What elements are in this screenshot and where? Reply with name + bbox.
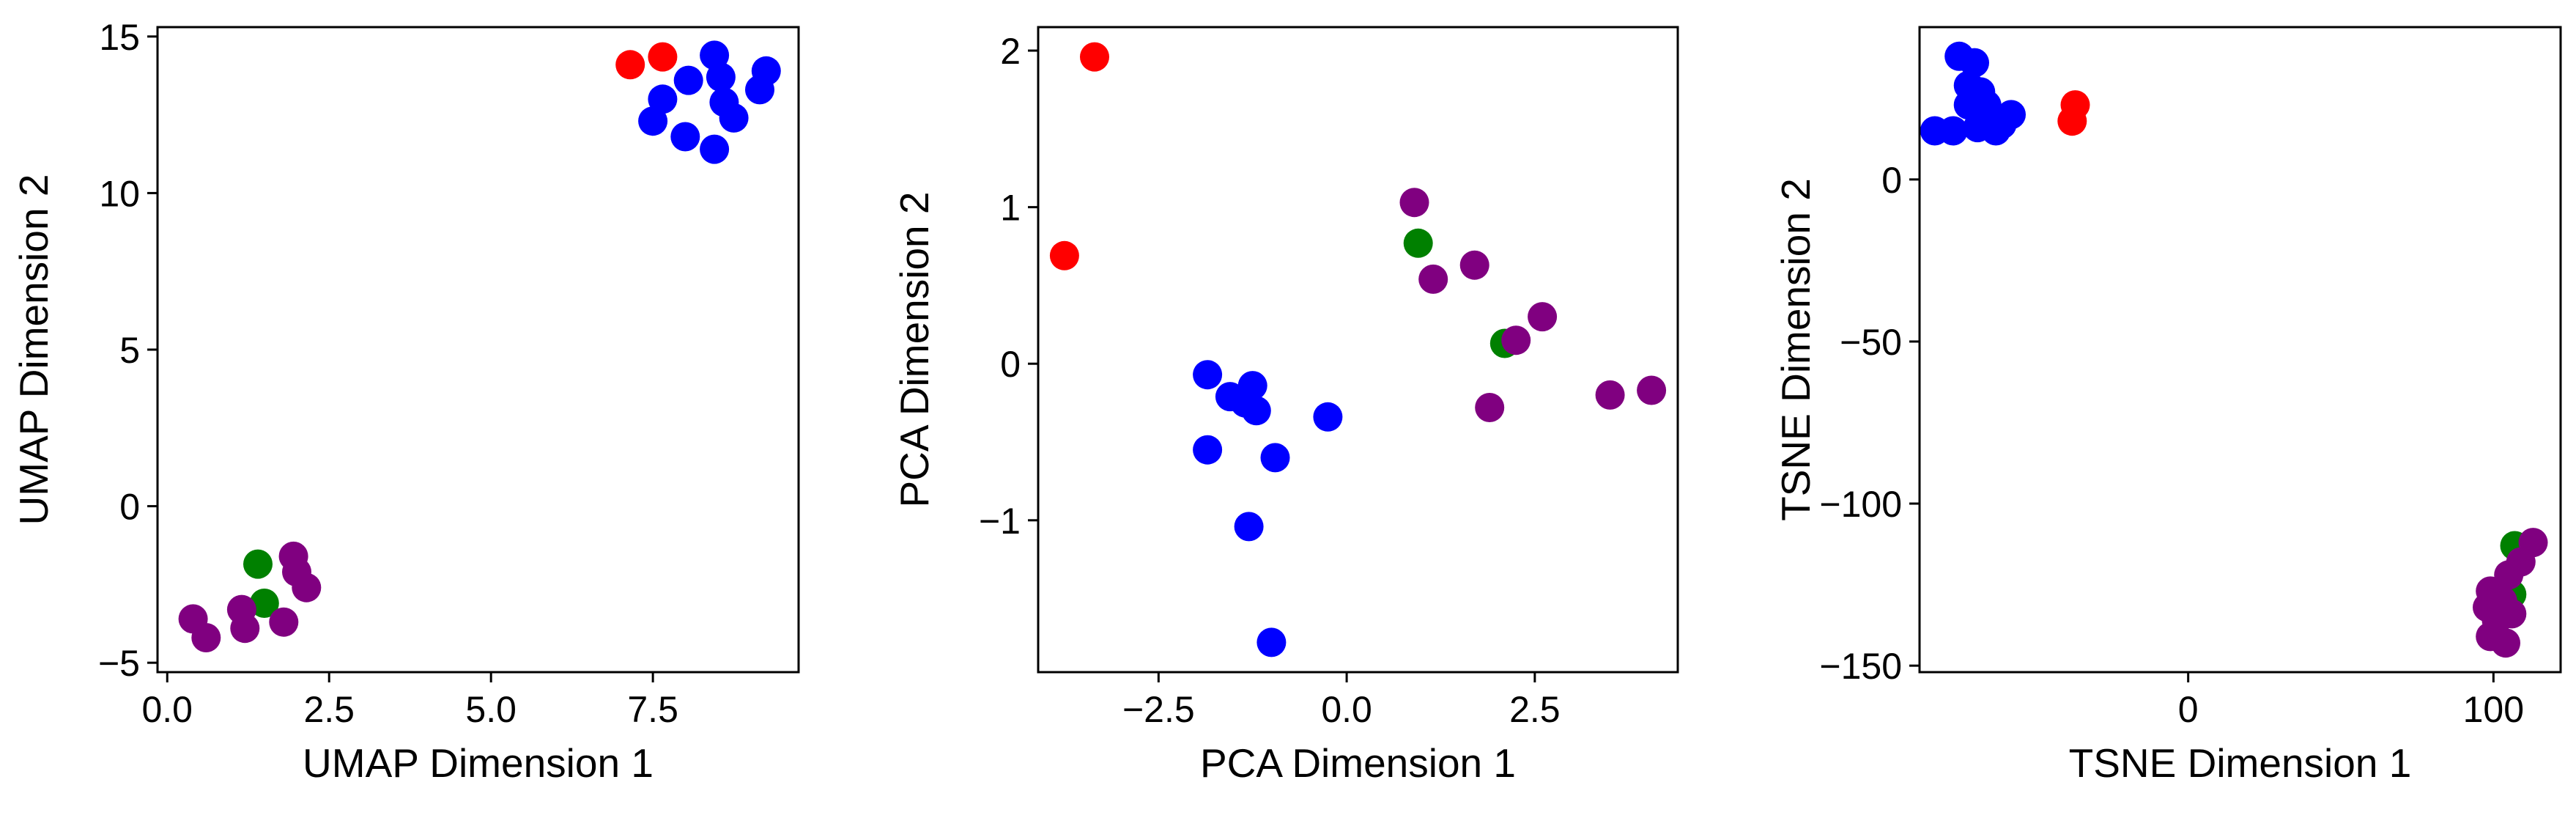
data-point bbox=[1313, 402, 1343, 432]
y-tick-label: −50 bbox=[1840, 322, 1902, 363]
y-axis-label: TSNE Dimension 2 bbox=[1773, 178, 1818, 521]
x-tick-label: 5.0 bbox=[465, 689, 517, 730]
data-point bbox=[706, 62, 736, 92]
y-tick-label: 0 bbox=[1881, 160, 1902, 201]
plot-frame bbox=[1037, 26, 1679, 674]
x-tick-label: 100 bbox=[2463, 689, 2524, 730]
data-point bbox=[1595, 380, 1625, 410]
data-point bbox=[1193, 360, 1223, 390]
data-point bbox=[1960, 48, 1989, 78]
x-tick-label: 0.0 bbox=[141, 689, 193, 730]
y-tick-label: 0 bbox=[119, 487, 140, 528]
chart-panel-1: 0.0 2.5 5.0 7.5 −5 0 5 10 15 UMAP Dimension 1 UMAP… bbox=[11, 17, 800, 786]
data-point bbox=[638, 106, 668, 136]
data-point bbox=[1080, 42, 1109, 72]
data-point bbox=[1501, 325, 1531, 355]
data-point bbox=[1260, 443, 1290, 473]
data-point bbox=[719, 103, 749, 133]
data-point bbox=[648, 42, 678, 72]
data-point bbox=[700, 134, 730, 164]
y-tick-label: −150 bbox=[1819, 646, 1902, 687]
data-point bbox=[1459, 250, 1489, 280]
x-tick-label: 2.5 bbox=[1509, 689, 1561, 730]
data-point bbox=[269, 607, 299, 637]
data-point bbox=[292, 572, 322, 603]
chart-panel-2: −2.5 0.0 2.5 −1 0 1 2 PCA Dimension 1 PCA Dimens… bbox=[892, 26, 1679, 786]
data-point bbox=[2057, 106, 2087, 136]
data-point bbox=[1193, 435, 1223, 465]
data-point bbox=[1475, 393, 1505, 422]
data-point bbox=[1418, 264, 1448, 294]
x-tick-label: 0 bbox=[2178, 689, 2199, 730]
data-point bbox=[191, 623, 221, 652]
y-tick-label: −100 bbox=[1819, 484, 1902, 525]
x-axis-label: PCA Dimension 1 bbox=[1200, 740, 1516, 786]
data-point bbox=[1981, 116, 2011, 146]
data-point bbox=[670, 122, 700, 152]
data-point bbox=[648, 84, 678, 114]
data-point bbox=[249, 589, 279, 618]
y-tick-label: −1 bbox=[979, 501, 1021, 542]
data-point bbox=[673, 65, 703, 95]
chart-panel-3: 0 100 −150 −100 −50 0 TSNE Dimension 1 TSNE Dim… bbox=[1773, 26, 2562, 786]
y-tick-label: 15 bbox=[99, 17, 140, 58]
y-tick-label: 5 bbox=[119, 330, 140, 371]
x-axis-label: TSNE Dimension 1 bbox=[2069, 740, 2412, 786]
x-tick-label: −2.5 bbox=[1122, 689, 1195, 730]
y-axis-label: PCA Dimension 2 bbox=[892, 191, 937, 507]
data-point bbox=[745, 75, 774, 105]
data-point bbox=[1241, 396, 1271, 426]
x-axis-label: UMAP Dimension 1 bbox=[303, 740, 654, 786]
data-point bbox=[1403, 228, 1433, 258]
x-tick-label: 2.5 bbox=[303, 689, 355, 730]
data-point bbox=[1049, 240, 1079, 270]
data-point bbox=[1256, 627, 1287, 657]
data-point bbox=[1399, 188, 1429, 218]
y-tick-label: 10 bbox=[99, 173, 140, 214]
data-point bbox=[2491, 628, 2520, 658]
y-axis-label: UMAP Dimension 2 bbox=[11, 174, 56, 526]
data-point bbox=[1234, 512, 1264, 542]
y-tick-label: 0 bbox=[1000, 344, 1021, 385]
x-tick-label: 0.0 bbox=[1321, 689, 1372, 730]
data-point bbox=[615, 50, 645, 80]
plot-frame bbox=[1918, 26, 2562, 674]
x-tick-label: 7.5 bbox=[627, 689, 678, 730]
data-point bbox=[1637, 375, 1667, 405]
data-point bbox=[1528, 302, 1558, 332]
y-tick-label: −5 bbox=[98, 643, 140, 684]
data-point bbox=[230, 614, 260, 644]
y-tick-label: 2 bbox=[1000, 31, 1021, 72]
y-tick-label: 1 bbox=[1000, 188, 1021, 229]
data-point bbox=[243, 549, 273, 579]
data-point bbox=[2497, 599, 2527, 629]
data-point bbox=[1920, 116, 1950, 146]
